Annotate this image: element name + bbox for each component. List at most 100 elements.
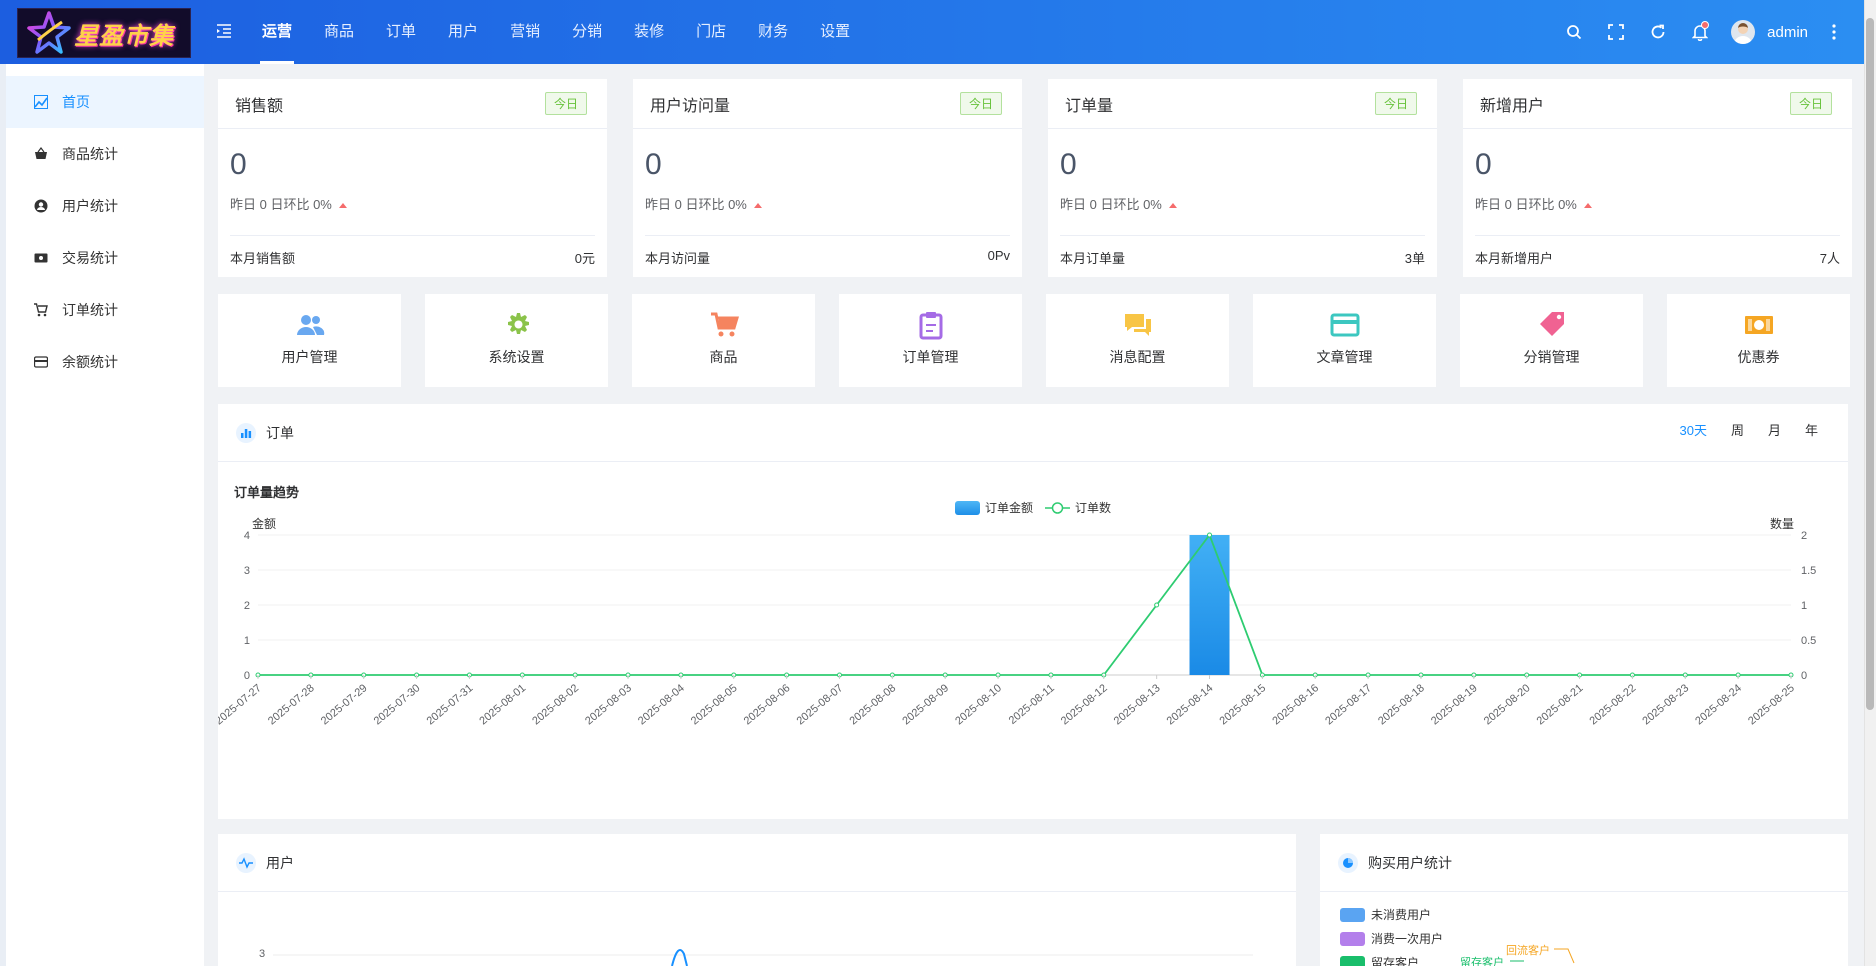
sidebar-item-2[interactable]: 用户统计 — [6, 180, 204, 232]
nav-item-2[interactable]: 订单 — [386, 23, 417, 40]
buy-legend-item-1[interactable]: 消费一次用户 — [1340, 930, 1443, 947]
today-tag: 今日 — [959, 92, 1002, 115]
legend-label: 留存客户 — [1371, 956, 1420, 966]
stat-compare-text: 昨日 0 日环比 0% — [645, 197, 747, 212]
stat-compare: 昨日 0 日环比 0% — [1475, 194, 1852, 212]
x-tick-label: 2025-08-18 — [1376, 682, 1427, 727]
notification-button[interactable] — [1679, 11, 1721, 53]
quick-link-coupon[interactable]: 优惠券 — [1667, 294, 1850, 387]
stat-foot-value: 7人 — [1819, 251, 1840, 266]
x-tick-label: 2025-08-02 — [530, 682, 581, 727]
x-tick-label: 2025-08-14 — [1165, 682, 1216, 727]
legend-bar-swatch — [954, 500, 980, 515]
x-tick-label: 2025-08-06 — [742, 682, 793, 727]
x-tick-label: 2025-08-20 — [1482, 682, 1533, 727]
quick-link-gear[interactable]: 系统设置 — [425, 294, 608, 387]
nav-item-3[interactable]: 用户 — [448, 23, 479, 40]
legend-label: 未消费用户 — [1371, 908, 1432, 922]
money-icon — [34, 253, 48, 263]
pulse-icon — [236, 852, 256, 873]
avatar — [1731, 20, 1756, 44]
legend-order-amount[interactable]: 订单金额 — [954, 499, 1033, 516]
nav-item-9[interactable]: 设置 — [820, 23, 851, 40]
range-tab-0[interactable]: 30天 — [1679, 423, 1707, 438]
quick-link-users[interactable]: 用户管理 — [218, 294, 401, 387]
notification-badge — [1701, 21, 1710, 29]
stat-foot-label: 本月订单量 — [1060, 251, 1126, 266]
fullscreen-button[interactable] — [1595, 11, 1637, 53]
stat-compare: 昨日 0 日环比 0% — [645, 194, 1022, 212]
stat-value: 0 — [1060, 148, 1077, 181]
nav-item-5[interactable]: 分销 — [572, 23, 603, 40]
legend-order-count[interactable]: 订单数 — [1045, 499, 1111, 516]
range-tab-1[interactable]: 周 — [1730, 423, 1744, 438]
point-order-count-2025-08-19 — [1471, 672, 1477, 678]
x-tick-label: 2025-07-31 — [425, 682, 476, 727]
user-circle-icon — [34, 199, 48, 213]
y-left-tick: 4 — [244, 530, 250, 542]
buy-legend-item-0[interactable]: 未消费用户 — [1340, 906, 1431, 923]
app-logo[interactable]: 星盈市集 — [17, 8, 191, 58]
quick-link-card[interactable]: 文章管理 — [1253, 294, 1436, 387]
chat-icon — [1124, 314, 1151, 336]
y-left-axis-label: 金额 — [252, 517, 277, 531]
sidebar-item-1[interactable]: 商品统计 — [6, 128, 204, 180]
stat-foot-value: 0元 — [574, 251, 595, 266]
pie-chart-icon — [1338, 852, 1358, 873]
more-vertical-icon[interactable] — [1826, 20, 1842, 44]
stat-value: 0 — [645, 148, 662, 181]
quick-link-label: 消息配置 — [1109, 349, 1166, 365]
menu-collapse-icon[interactable] — [215, 22, 233, 40]
user-menu[interactable]: admin — [1731, 20, 1808, 44]
y-right-tick: 2 — [1801, 530, 1807, 542]
nav-item-8[interactable]: 财务 — [758, 23, 789, 40]
quick-link-tag[interactable]: 分销管理 — [1460, 294, 1643, 387]
point-order-count-2025-08-24 — [1735, 672, 1741, 678]
point-order-count-2025-08-10 — [995, 672, 1001, 678]
nav-item-1[interactable]: 商品 — [324, 23, 355, 40]
x-tick-label: 2025-08-09 — [900, 682, 951, 727]
user-chart-preview — [273, 949, 1253, 966]
point-order-count-2025-08-22 — [1629, 672, 1635, 678]
tag-icon — [1539, 312, 1564, 336]
point-order-count-2025-08-25 — [1788, 672, 1794, 678]
y-right-tick: 1 — [1801, 600, 1807, 612]
stat-card-header: 新增用户 今日 — [1463, 79, 1852, 129]
legend-label: 消费一次用户 — [1371, 932, 1444, 946]
range-tab-3[interactable]: 年 — [1804, 423, 1818, 438]
y-left-tick: 2 — [244, 600, 250, 612]
sidebar-item-3[interactable]: 交易统计 — [6, 232, 204, 284]
x-tick-label: 2025-08-13 — [1112, 682, 1163, 727]
range-tab-2[interactable]: 月 — [1767, 423, 1781, 438]
x-tick-label: 2025-08-01 — [477, 682, 528, 727]
nav-item-4[interactable]: 营销 — [510, 23, 541, 40]
sidebar-item-label: 首页 — [62, 94, 90, 110]
legend-label-amount: 订单金额 — [984, 501, 1033, 515]
y-left-tick: 3 — [244, 565, 250, 577]
refresh-icon — [1651, 24, 1665, 39]
stat-footer: 本月新增用户 7人 — [1475, 235, 1840, 267]
nav-item-0[interactable]: 运营 — [246, 0, 308, 64]
stat-foot-value: 3单 — [1404, 251, 1425, 266]
user-panel-header: 用户 — [218, 834, 1296, 892]
buy-legend-item-2[interactable]: 留存客户 — [1340, 954, 1419, 966]
stat-card-2: 订单量 今日 0 昨日 0 日环比 0% 本月订单量 3单 — [1048, 79, 1437, 277]
stat-card-header: 销售额 今日 — [218, 79, 607, 129]
chart-legend: 订单金额 订单数 — [218, 499, 1848, 516]
stat-compare-text: 昨日 0 日环比 0% — [1060, 197, 1162, 212]
sidebar-item-5[interactable]: 余额统计 — [6, 336, 204, 388]
scrollbar-thumb[interactable] — [1866, 18, 1874, 710]
point-order-count-2025-07-31 — [466, 672, 472, 678]
refresh-button[interactable] — [1637, 11, 1679, 53]
nav-item-7[interactable]: 门店 — [696, 23, 727, 40]
quick-link-chat[interactable]: 消息配置 — [1046, 294, 1229, 387]
sidebar-item-0[interactable]: 首页 — [6, 76, 204, 128]
page-scrollbar[interactable] — [1864, 0, 1876, 966]
quick-link-cart[interactable]: 商品 — [632, 294, 815, 387]
coupon-icon — [1744, 316, 1773, 334]
point-order-count-2025-08-07 — [836, 672, 842, 678]
sidebar-item-4[interactable]: 订单统计 — [6, 284, 204, 336]
nav-item-6[interactable]: 装修 — [634, 23, 665, 40]
search-button[interactable] — [1553, 11, 1595, 53]
quick-link-clipboard[interactable]: 订单管理 — [839, 294, 1022, 387]
